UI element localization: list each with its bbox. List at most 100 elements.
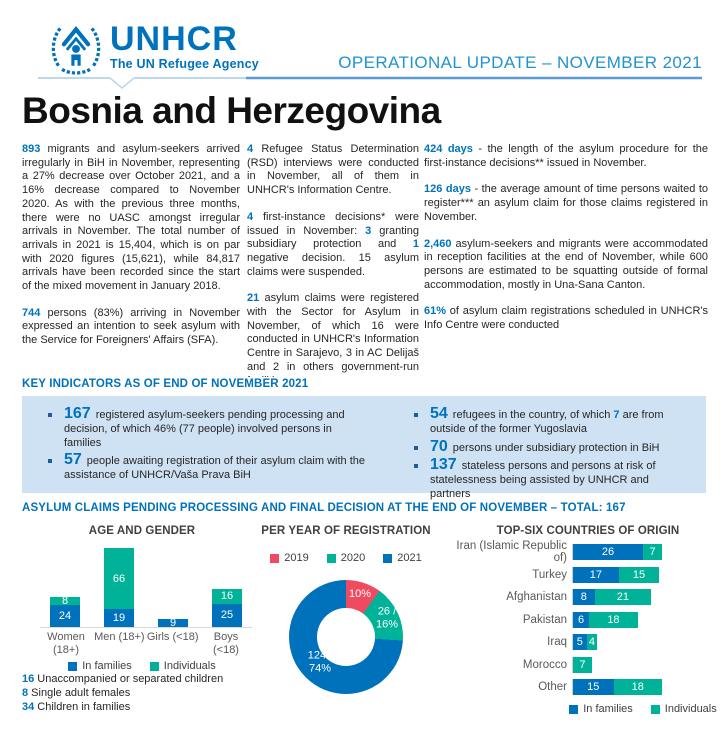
country-row: Pakistan 6 18: [448, 611, 728, 628]
bar-segment: 6: [573, 611, 590, 628]
bar-value: 8: [61, 595, 69, 608]
charts-section-title: ASYLUM CLAIMS PENDING PROCESSING AND FIN…: [22, 502, 626, 514]
bullet-text: 167 registered asylum-seekers pending pro…: [64, 406, 372, 450]
bullet-marker-icon: [48, 413, 52, 417]
key-indicators-column-left: 167 registered asylum-seekers pending pro…: [34, 406, 372, 485]
bar-value: 25: [220, 609, 234, 622]
legend-swatch-icon: [650, 704, 660, 714]
bar-segment: 66: [104, 548, 134, 610]
bar-segment: 9: [158, 617, 188, 629]
update-title: OPERATIONAL UPDATE – NOVEMBER 2021: [338, 53, 702, 72]
bar-value: 15: [632, 568, 646, 581]
footnote-line: 16 Unaccompanied or separated children: [22, 673, 224, 685]
age-gender-chart: AGE AND GENDER 8 24 66 19 9 16 25 Women (18+) M…: [22, 518, 262, 732]
text-segment: refugees in the country, of which: [452, 409, 614, 421]
highlight-number: 61%: [424, 305, 447, 318]
text-segment: are from outside of the former Yugoslavi…: [430, 409, 664, 435]
bar-value: 18: [607, 613, 620, 626]
bar-group: 8 24: [40, 595, 90, 627]
footnote-line: 8 Single adult females: [22, 687, 131, 699]
legend-swatch-icon: [68, 661, 78, 671]
legend-item: 2020: [326, 552, 365, 564]
legend-item: Individuals: [650, 703, 717, 715]
text-segment: of asylum claim registrations scheduled …: [424, 305, 708, 332]
text-segment: first-instance decisions* were issued in…: [247, 210, 419, 237]
country-label: Iran (Islamic Republic of): [456, 540, 567, 564]
text-segment: people awaiting registration of their as…: [64, 455, 365, 482]
unhcr-logo: UNHCR The UN Refugee Agency: [48, 20, 259, 76]
highlight-number: 1: [412, 238, 419, 251]
legend-label: 2019: [284, 552, 309, 564]
header-divider: [38, 76, 702, 90]
legend-swatch-icon: [569, 704, 579, 714]
bar-value: 7: [579, 658, 586, 671]
text-segment: - the length of the asylum procedure for…: [424, 143, 708, 169]
bullet-text: 70 persons under subsidiary protection in…: [430, 437, 692, 456]
footnote-line: 34 Children in families: [22, 701, 131, 713]
legend-swatch-icon: [149, 661, 159, 671]
bar-value: 5: [576, 636, 583, 648]
bar-segment: 18: [589, 611, 638, 628]
registration-year-donut: 10% 26 / 16% 124 / 74%: [289, 580, 403, 694]
bar-value: 19: [112, 612, 126, 625]
bullet-marker-icon: [414, 445, 418, 450]
bar-segment: 18: [613, 679, 662, 695]
highlight-number: 21: [247, 292, 260, 305]
footnote-number: 16: [22, 673, 35, 685]
bar-segment: 8: [50, 595, 80, 608]
bar-stack: 9: [158, 617, 188, 629]
bar-segment: 24: [50, 604, 80, 627]
country-row: Afghanistan 8 21: [448, 589, 728, 605]
bullet-marker-icon: [414, 413, 418, 417]
bar-segment: 7: [643, 544, 662, 560]
bar-segment: 21: [594, 589, 652, 605]
bullet-text: 137 stateless persons and persons at risk…: [430, 457, 692, 501]
bar-stack: 8 24: [50, 595, 80, 627]
countries-of-origin-chart: TOP-SIX COUNTRIES OF ORIGIN Iran (Islami…: [448, 518, 728, 732]
legend-label: Individuals: [163, 660, 216, 672]
bar-segment: 15: [573, 679, 614, 695]
bar-segment: 16: [212, 588, 242, 604]
bar-segment: 15: [618, 566, 660, 583]
indicator-bullet: 167 registered asylum-seekers pending pro…: [34, 406, 372, 450]
highlight-number: 126 days: [424, 183, 471, 196]
donut-slice-label: 124 / 74%: [307, 649, 333, 675]
country-label: Other: [538, 681, 567, 693]
bullet-number: 70: [430, 437, 448, 455]
bar-value: 15: [587, 681, 600, 693]
country-label: Iraq: [547, 636, 567, 648]
paragraph: 21 asylum claims were registered with th…: [247, 292, 419, 377]
charts-row: AGE AND GENDER 8 24 66 19 9 16 25 Women (18+) M…: [0, 518, 728, 732]
unhcr-wordmark: UNHCR: [110, 20, 238, 58]
bar-stack: 16 25: [212, 588, 242, 627]
bullet-number: 54: [430, 405, 448, 422]
indicator-bullet: 57 people awaiting registration of their …: [34, 451, 372, 483]
bar-stack: 66 19: [104, 548, 134, 627]
highlight-number: 4: [247, 210, 254, 223]
bullet-text: 54 refugees in the country, of which 7 ar…: [430, 405, 692, 437]
country-row: Iraq 5 4: [448, 634, 728, 650]
bullet-number: 57: [64, 451, 82, 469]
indicator-bullet: 70 persons under subsidiary protection in…: [400, 437, 692, 456]
highlight-number: 744: [22, 306, 41, 319]
text-segment: asylum-seekers and migrants were accommo…: [424, 237, 708, 291]
country-bar: 6 18: [572, 611, 638, 628]
registration-year-legend: 2019 2020 2021: [236, 552, 456, 564]
donut-hole: [317, 608, 375, 666]
legend-item: 2019: [270, 552, 309, 564]
age-gender-legend: In families Individuals: [22, 660, 262, 672]
paragraph: 61% of asylum claim registrations schedu…: [424, 305, 708, 332]
legend-item: In families: [569, 703, 633, 715]
paragraph: 2,460 asylum-seekers and migrants were a…: [424, 238, 708, 293]
paragraph: 893 migrants and asylum-seekers arrived …: [22, 143, 240, 294]
country-bar: 26 7: [572, 544, 662, 560]
highlight-number: 893: [22, 143, 41, 155]
legend-item: 2021: [383, 552, 422, 564]
footnote-number: 34: [22, 701, 35, 713]
country-row: Turkey 17 15: [448, 566, 728, 583]
unhcr-tagline: The UN Refugee Agency: [110, 57, 259, 71]
text-segment: registered asylum-seekers pending proces…: [64, 409, 345, 449]
bar-segment: 4: [586, 634, 598, 650]
country-bar: 15 18: [572, 679, 662, 695]
bar-group: 9: [148, 617, 198, 629]
